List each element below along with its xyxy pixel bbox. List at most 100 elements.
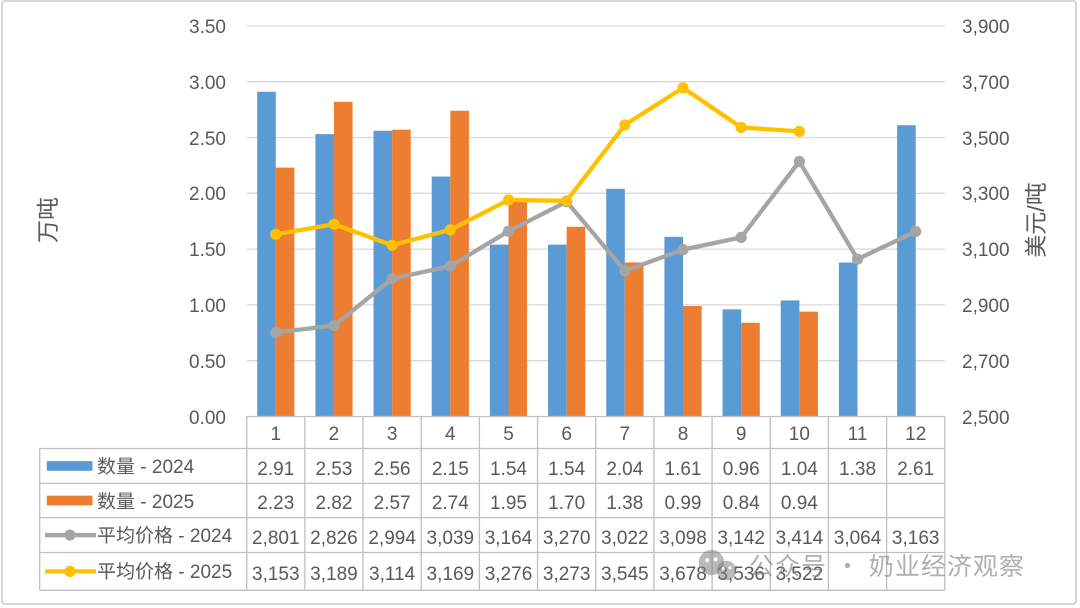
table-cell-value: 0.99 [664,488,702,516]
table-cell-value: 3,142 [717,522,765,550]
bar-2025-m6 [566,226,586,417]
marker [386,239,398,251]
right-tick-label: 3,900 [962,11,1010,39]
bar-2024-m7 [606,188,625,417]
legend-marker [64,529,76,541]
bar-2025-m2 [333,101,353,417]
bar-2025-m3 [392,129,411,417]
table-cell-value: 0.96 [722,453,760,481]
marker [851,253,864,265]
month-label: 6 [561,419,572,446]
right-tick-label: 3,500 [962,123,1010,151]
legend-swatch [46,461,93,471]
table-cell-value: 2,801 [252,522,300,550]
bar-2024-m4 [431,176,451,417]
marker [735,231,747,243]
table-cell-value: 2.53 [315,453,353,481]
left-tick-label: 1.00 [189,290,226,318]
marker [444,260,456,272]
table-cell-value: 3,153 [252,559,300,587]
legend-label: 数量 - 2024 [97,451,195,479]
table-cell-value: 3,039 [426,522,475,550]
table-cell-value: 3,189 [310,559,358,587]
marker [735,121,747,134]
table-cell-value: 3,270 [542,522,591,550]
left-tick-label: 2.50 [189,123,226,151]
table-cell-value: 2,994 [368,522,416,550]
month-label: 1 [270,419,282,446]
bar-2024-m12 [897,125,916,417]
month-label: 5 [503,419,514,446]
marker [270,228,282,240]
table-cell-value: 2.15 [431,453,469,481]
bar-2025-m8 [683,306,702,417]
right-tick-label: 3,300 [962,179,1010,207]
table-cell-value: 3,536 [717,559,765,587]
table-cell-value: 3,522 [775,559,824,587]
left-tick-label: 1.50 [189,235,226,263]
marker [677,244,689,256]
table-cell-value: 2.23 [257,488,295,516]
bar-2024-m9 [722,309,742,417]
table-cell-value: 3,545 [601,559,649,587]
month-label: 4 [445,419,456,446]
table-cell-value: 3,276 [484,559,533,587]
right-tick-label: 2,900 [962,290,1010,318]
bar-2024-m3 [373,130,393,417]
bar-2024-m6 [548,244,567,417]
left-tick-label: 3.00 [189,67,226,95]
month-label: 12 [905,419,927,446]
table-cell-value: 3,114 [369,559,416,587]
month-label: 11 [847,419,868,446]
marker [444,224,456,236]
marker [561,195,573,207]
table-cell-value: 2.74 [431,488,469,516]
table-cell-value: 0.94 [780,488,818,516]
bar-2024-m8 [664,236,684,417]
right-tick-label: 3,100 [962,235,1010,263]
marker [328,218,340,230]
month-label: 3 [386,419,398,446]
bar-2025-m9 [741,322,760,417]
table-cell-value: 1.38 [839,453,877,481]
bar-2024-m10 [780,300,800,417]
line-平均价格 - 2024 [275,159,917,335]
bar-2024-m5 [489,244,509,417]
left-tick-label: 0.50 [189,346,226,374]
table-cell-value: 3,098 [659,522,707,550]
left-axis-title: 万吨 [29,197,63,243]
bar-2024-m11 [838,262,858,417]
month-label: 10 [788,419,810,446]
right-axis-title: 美元/吨 [1017,182,1051,258]
legend-label: 平均价格 - 2025 [97,557,233,585]
month-label: 8 [677,419,689,446]
table-cell-value: 1.95 [489,488,527,516]
month-label: 2 [328,419,340,446]
right-tick-label: 2,500 [962,402,1010,430]
line-平均价格 - 2025 [275,85,800,248]
bar-2025-m10 [799,311,818,417]
legend-label: 平均价格 - 2024 [97,521,233,549]
legend-swatch [46,495,93,506]
table-cell-value: 2.82 [315,488,353,516]
marker [677,82,689,94]
table-cell-value: 2.57 [373,488,411,516]
bar-2024-m2 [315,134,334,417]
marker [910,225,922,238]
marker [619,265,631,277]
bar-2025-m7 [624,262,644,417]
marker [502,194,515,206]
table-cell-value: 3,163 [891,522,940,550]
legend-marker [64,565,76,578]
bar-2025-m1 [275,167,295,417]
table-cell-value: 3,064 [833,522,882,550]
left-tick-label: 0.00 [189,402,226,430]
marker [619,119,631,131]
right-tick-label: 3,700 [962,67,1010,95]
left-tick-label: 2.00 [189,179,226,207]
legend-label: 数量 - 2025 [97,486,195,514]
left-tick-label: 3.50 [189,11,226,39]
bar-2025-m4 [450,110,469,417]
